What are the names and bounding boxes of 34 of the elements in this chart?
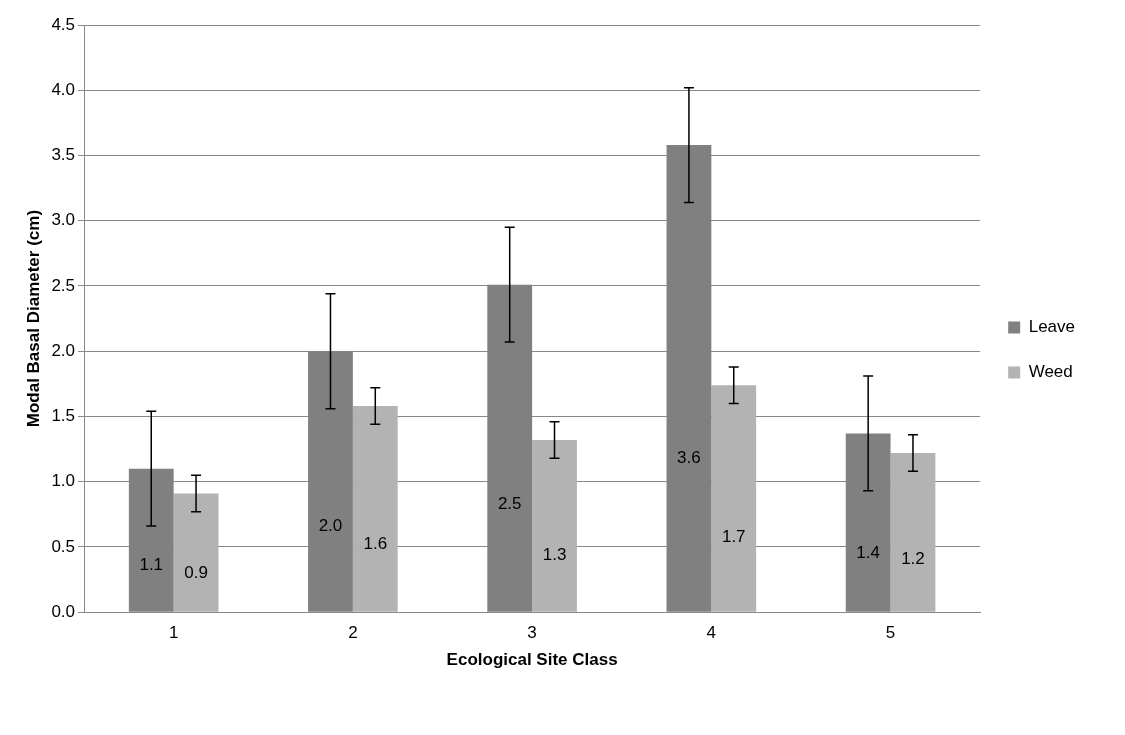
bar [711,385,757,612]
bar [352,406,398,612]
x-tick-label: 2 [348,623,358,643]
legend-label: Weed [1028,362,1073,382]
data-label: 2.0 [318,515,343,535]
data-label: 2.5 [497,493,522,513]
bar [173,493,219,612]
x-tick-label: 4 [706,623,717,643]
data-label: 1.7 [721,526,746,546]
y-tick-label: 3.0 [51,210,76,230]
data-label: 1.4 [856,542,880,562]
y-tick-label: 0.5 [51,536,76,556]
y-tick-label: 2.0 [51,340,76,360]
y-tick-label: 3.5 [51,145,76,165]
data-label: 0.9 [184,562,208,582]
legend-label: Leave [1028,317,1076,337]
y-tick-label: 1.0 [51,471,76,491]
y-axis-title: Modal Basal Diameter (cm) [23,209,43,428]
x-axis-title: Ecological Site Class [446,650,618,670]
data-label: 1.3 [542,545,567,565]
x-tick-label: 1 [168,623,179,643]
data-label: 3.6 [677,447,701,467]
bar [890,453,936,612]
y-tick-label: 1.5 [51,406,76,426]
x-tick-label: 5 [885,623,896,643]
data-label: 1.2 [901,549,925,569]
bar [532,439,577,612]
data-label: 1.6 [363,533,388,553]
data-label: 1.1 [139,554,164,574]
y-tick-label: 4.0 [51,79,76,99]
y-tick-label: 2.5 [51,275,76,295]
x-tick-label: 3 [527,623,537,643]
y-tick-label: 4.5 [51,14,76,34]
y-tick-label: 0.0 [51,601,76,621]
